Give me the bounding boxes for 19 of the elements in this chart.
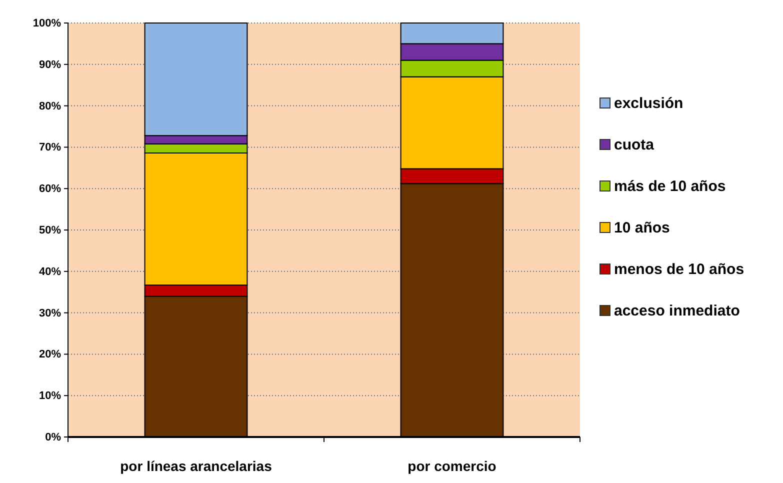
y-tick-label: 0% — [45, 432, 62, 444]
y-tick-label: 40% — [38, 266, 62, 278]
y-tick-label: 100% — [32, 18, 62, 30]
y-tick-label: 60% — [38, 183, 62, 196]
legend-label: acceso inmediato — [614, 302, 740, 320]
y-tick-label: 50% — [38, 224, 62, 237]
legend-label: más de 10 años — [614, 178, 726, 195]
legend-label: cuota — [614, 136, 655, 154]
x-tick-label: por comercio — [408, 458, 496, 474]
legend-label: 10 años — [614, 220, 670, 236]
y-tick-label: 20% — [38, 348, 62, 361]
y-tick-label: 80% — [38, 100, 62, 112]
y-tick-label: 10% — [38, 390, 62, 402]
y-tick-label: 30% — [38, 307, 62, 320]
legend-label: exclusión — [614, 95, 684, 112]
x-tick-label: por líneas arancelarias — [120, 458, 272, 474]
legend-label: menos de 10 años — [614, 261, 744, 278]
y-tick-label: 90% — [38, 58, 62, 71]
y-tick-label: 70% — [38, 142, 62, 154]
